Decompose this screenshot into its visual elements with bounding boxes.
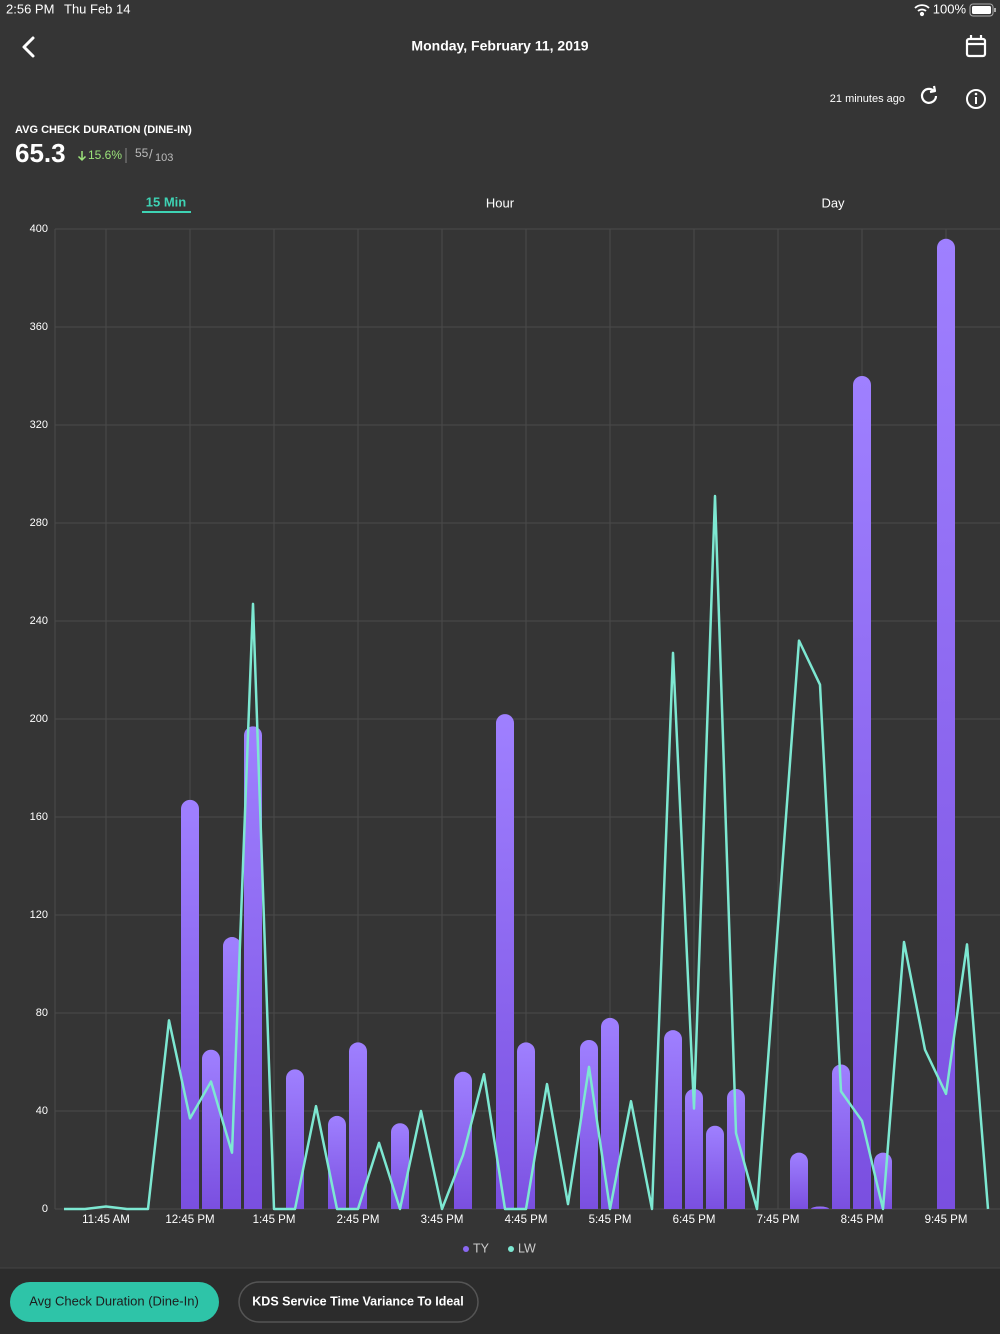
y-tick-label: 320 bbox=[30, 419, 48, 431]
legend-swatch bbox=[463, 1246, 469, 1252]
x-tick-label: 2:45 PM bbox=[337, 1214, 380, 1226]
updated-time: 21 minutes ago bbox=[830, 93, 905, 105]
x-tick-label: 1:45 PM bbox=[253, 1214, 296, 1226]
y-tick-label: 400 bbox=[30, 223, 48, 235]
bar bbox=[496, 714, 514, 1209]
battery-icon bbox=[969, 3, 996, 17]
metric-slash: / bbox=[149, 146, 153, 161]
bar bbox=[937, 238, 955, 1209]
x-tick-label: 6:45 PM bbox=[673, 1214, 716, 1226]
bar bbox=[454, 1071, 472, 1209]
bar bbox=[349, 1042, 367, 1209]
legend-label: LW bbox=[518, 1241, 536, 1255]
button-label: KDS Service Time Variance To Ideal bbox=[252, 1294, 463, 1308]
metric-total: 103 bbox=[155, 152, 173, 164]
battery-percent: 100% bbox=[933, 1, 967, 16]
y-tick-label: 120 bbox=[30, 909, 48, 921]
metric-count: 55 bbox=[135, 146, 149, 160]
x-tick-label: 9:45 PM bbox=[925, 1214, 968, 1226]
bar bbox=[601, 1017, 619, 1209]
bar bbox=[391, 1123, 409, 1209]
metric-change: 15.6% bbox=[88, 148, 122, 162]
bar bbox=[286, 1069, 304, 1209]
x-tick-label: 4:45 PM bbox=[505, 1214, 548, 1226]
bar bbox=[727, 1088, 745, 1209]
y-tick-label: 200 bbox=[30, 713, 48, 725]
y-tick-label: 360 bbox=[30, 321, 48, 333]
status-date: Thu Feb 14 bbox=[64, 1, 131, 16]
bar bbox=[853, 376, 871, 1209]
bar bbox=[202, 1049, 220, 1209]
button[interactable] bbox=[238, 1281, 479, 1323]
y-tick-label: 240 bbox=[30, 615, 48, 627]
bar bbox=[832, 1064, 850, 1209]
bar bbox=[328, 1115, 346, 1209]
tab[interactable]: Day bbox=[821, 195, 845, 210]
bar bbox=[790, 1152, 808, 1209]
wifi-icon bbox=[914, 4, 930, 17]
tab-underline bbox=[142, 211, 191, 213]
button-label: Avg Check Duration (Dine-In) bbox=[29, 1293, 199, 1308]
line bbox=[64, 494, 990, 1211]
button-active[interactable] bbox=[10, 1282, 219, 1322]
x-tick-label: 3:45 PM bbox=[421, 1214, 464, 1226]
bar bbox=[706, 1125, 724, 1209]
calendar-button[interactable] bbox=[965, 35, 987, 58]
bar bbox=[517, 1042, 535, 1209]
tab[interactable]: Hour bbox=[486, 195, 515, 210]
info-button[interactable] bbox=[966, 89, 986, 109]
refresh-button[interactable] bbox=[920, 85, 938, 104]
bar bbox=[664, 1030, 682, 1209]
y-tick-label: 280 bbox=[30, 517, 48, 529]
header-title: Monday, February 11, 2019 bbox=[411, 38, 588, 54]
x-tick-label: 11:45 AM bbox=[82, 1214, 130, 1226]
legend-swatch bbox=[508, 1246, 514, 1252]
x-tick-label: 5:45 PM bbox=[589, 1214, 632, 1226]
down-arrow bbox=[77, 151, 87, 162]
legend-label: TY bbox=[473, 1241, 490, 1255]
y-tick-label: 160 bbox=[30, 811, 48, 823]
y-tick-label: 80 bbox=[36, 1007, 48, 1019]
status-time: 2:56 PM bbox=[6, 1, 54, 16]
bar bbox=[580, 1039, 598, 1209]
metric-title: AVG CHECK DURATION (DINE-IN) bbox=[15, 124, 192, 136]
back-button[interactable] bbox=[22, 36, 35, 58]
chart: 0 40 80 120 160 200 240 280 320 360 400 11:45 AM 12:… bbox=[30, 223, 1000, 1255]
y-tick-label: 40 bbox=[36, 1105, 48, 1117]
y-tick-label: 0 bbox=[42, 1203, 48, 1215]
x-tick-label: 8:45 PM bbox=[841, 1214, 884, 1226]
x-tick-label: 12:45 PM bbox=[165, 1214, 214, 1226]
bar bbox=[181, 799, 199, 1209]
tab[interactable]: 15 Min bbox=[146, 194, 187, 209]
metric-value: 65.3 bbox=[15, 138, 66, 168]
bar bbox=[811, 1206, 829, 1209]
bar bbox=[685, 1088, 703, 1209]
bar bbox=[244, 726, 262, 1209]
x-tick-label: 7:45 PM bbox=[757, 1214, 800, 1226]
